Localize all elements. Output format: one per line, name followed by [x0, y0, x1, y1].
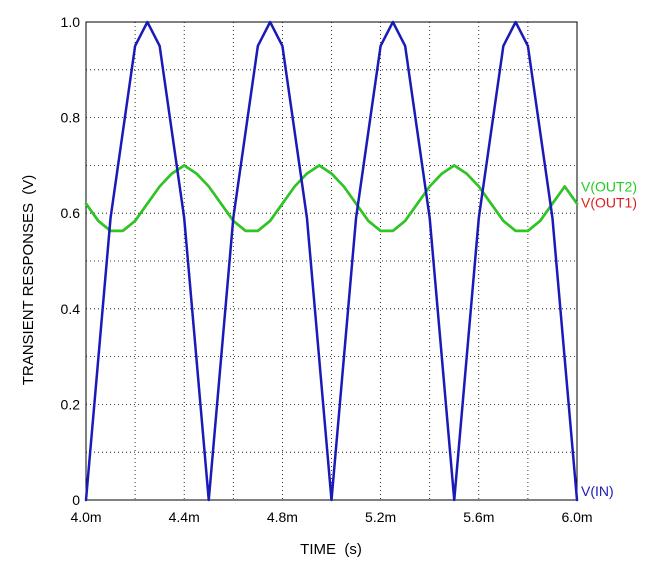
x-tick-label: 4.4m	[169, 509, 200, 525]
x-tick-label: 5.2m	[365, 509, 396, 525]
series-line-v-in	[84, 20, 579, 502]
y-tick-label: 0.4	[61, 301, 81, 317]
x-tick-label: 6.0m	[561, 509, 592, 525]
x-tick-label: 4.0m	[70, 509, 101, 525]
series-line-v-out2	[84, 164, 579, 233]
y-tick-label: 1.0	[61, 14, 81, 30]
x-tick-label: 5.6m	[463, 509, 494, 525]
y-tick-label: 0	[72, 492, 80, 508]
grid-lines	[86, 22, 577, 500]
trace-labels: V(IN) V(OUT2)V(OUT1)	[581, 179, 637, 499]
x-tick-label: 4.8m	[267, 509, 298, 525]
y-tick-label: 0.6	[61, 205, 81, 221]
trace-label-v-out1: V(OUT1)	[581, 195, 637, 211]
plot-area-frame	[85, 21, 578, 501]
x-axis-ticks: 4.0m 4.4m 4.8m 5.2m 5.6m 6.0m	[70, 509, 592, 525]
y-axis-ticks: 0 0.2 0.4 0.6 0.8 1.0	[61, 14, 81, 508]
y-tick-label: 0.2	[61, 396, 81, 412]
x-axis-title: TIME (s)	[300, 541, 362, 558]
trace-label-v-out2: V(OUT2)	[581, 179, 637, 195]
y-axis-title: TRANSIENT RESPONSES (V)	[20, 175, 37, 386]
y-tick-label: 0.8	[61, 110, 81, 126]
series-lines	[84, 20, 579, 502]
trace-label-v-in: V(IN)	[581, 483, 614, 499]
